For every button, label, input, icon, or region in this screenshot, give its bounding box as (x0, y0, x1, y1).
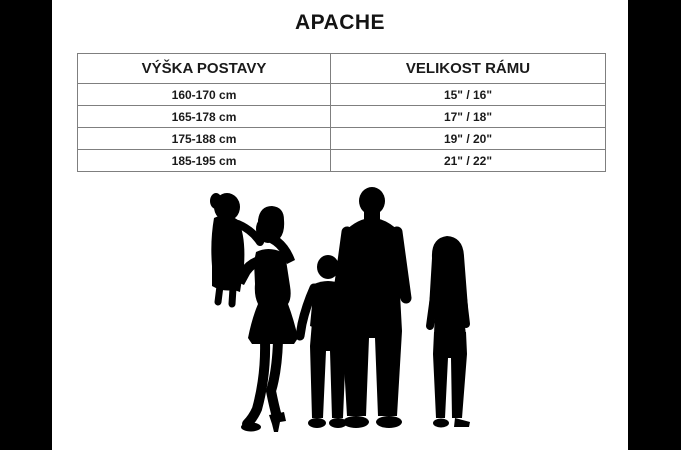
pillarbox-left (0, 0, 52, 450)
size-chart-table: VÝŠKA POSTAVY VELIKOST RÁMU 160-170 cm 1… (77, 53, 606, 172)
table-row: 175-188 cm 19" / 20" (77, 127, 606, 150)
page-title: APACHE (294, 11, 386, 34)
height-cell: 175-188 cm (77, 127, 331, 150)
family-silhouette-illustration (210, 187, 470, 432)
pillarbox-right (628, 0, 681, 450)
column-header-frame: VELIKOST RÁMU (330, 53, 606, 84)
table-header-row: VÝŠKA POSTAVY VELIKOST RÁMU (77, 53, 606, 84)
silhouette-woman (235, 206, 298, 432)
frame-cell: 21" / 22" (330, 149, 606, 172)
table-row: 165-178 cm 17" / 18" (77, 105, 606, 128)
silhouette-toddler (210, 193, 264, 308)
frame-cell: 17" / 18" (330, 105, 606, 128)
height-cell: 185-195 cm (77, 149, 331, 172)
silhouette-boy (295, 255, 352, 428)
silhouette-girl (426, 236, 470, 428)
silhouette-man (332, 187, 412, 428)
height-cell: 165-178 cm (77, 105, 331, 128)
table-row: 185-195 cm 21" / 22" (77, 149, 606, 172)
frame-cell: 15" / 16" (330, 83, 606, 106)
column-header-height: VÝŠKA POSTAVY (77, 53, 331, 84)
height-cell: 160-170 cm (77, 83, 331, 106)
table-row: 160-170 cm 15" / 16" (77, 83, 606, 106)
frame-cell: 19" / 20" (330, 127, 606, 150)
